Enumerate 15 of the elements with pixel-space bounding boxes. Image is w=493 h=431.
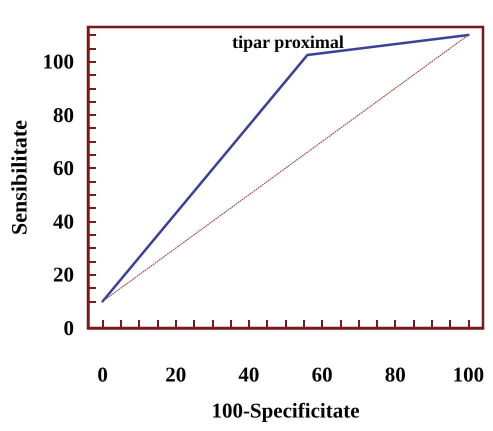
y-tick-label: 100 [42,50,74,74]
y-tick-label: 0 [64,316,74,340]
x-tick-label: 0 [97,362,108,386]
x-tick-label: 40 [238,362,260,386]
chart-title: tipar proximal [232,32,344,52]
x-axis-title: 100-Specificitate [211,398,360,422]
x-tick-label: 60 [312,362,333,386]
x-tick-label: 20 [165,362,186,386]
y-tick-label: 40 [53,209,74,234]
y-tick-label: 60 [53,156,74,180]
y-axis-title: Sensibilitate [6,120,32,235]
x-tick-label: 100 [452,362,484,386]
x-tick-label: 80 [384,362,406,386]
y-tick-label: 80 [53,102,74,127]
y-tick-label: 20 [53,262,74,287]
